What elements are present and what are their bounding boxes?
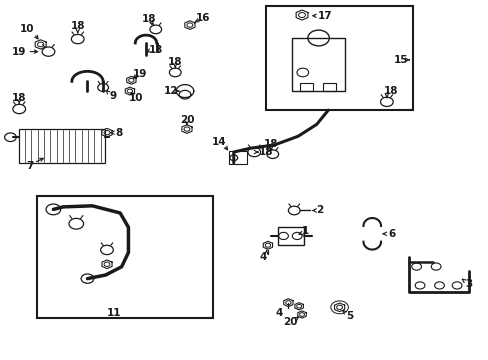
Text: 18: 18 (70, 21, 85, 31)
Text: 15: 15 (393, 55, 408, 65)
Bar (228, 151, 247, 164)
Text: 14: 14 (211, 138, 226, 147)
Text: 11: 11 (106, 309, 121, 318)
Text: 8: 8 (115, 128, 122, 138)
Text: 5: 5 (345, 311, 352, 320)
Text: 4: 4 (259, 252, 266, 262)
Bar (19, 129, 104, 163)
Text: 17: 17 (317, 11, 331, 21)
Text: 3: 3 (464, 279, 471, 289)
Bar (37, 196, 212, 318)
Text: 7: 7 (26, 161, 34, 171)
Text: 12: 12 (164, 86, 178, 96)
Text: 13: 13 (148, 45, 163, 55)
Text: 18: 18 (383, 86, 397, 96)
Text: 10: 10 (129, 93, 143, 103)
Text: 16: 16 (195, 13, 210, 23)
Text: 19: 19 (132, 69, 146, 79)
Bar (292, 38, 344, 91)
Text: 18: 18 (168, 57, 182, 67)
Text: 18: 18 (142, 14, 156, 24)
Text: 6: 6 (387, 229, 395, 239)
Text: 18: 18 (264, 139, 278, 149)
Text: 18: 18 (259, 147, 273, 157)
Text: 2: 2 (316, 206, 323, 216)
Text: 20: 20 (283, 317, 298, 327)
Text: 19: 19 (12, 46, 26, 57)
Bar (277, 226, 304, 245)
Text: 1: 1 (301, 226, 308, 236)
Bar (266, 6, 412, 110)
Text: 20: 20 (180, 115, 194, 125)
Text: 18: 18 (12, 93, 26, 103)
Bar (322, 83, 335, 91)
Bar (300, 83, 313, 91)
Text: 4: 4 (275, 309, 283, 318)
Text: 10: 10 (20, 24, 35, 35)
Text: 9: 9 (109, 91, 116, 101)
